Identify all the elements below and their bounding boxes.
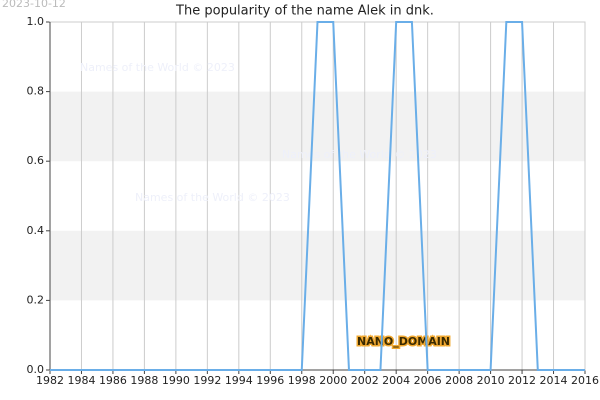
x-tick-label: 2012 (508, 374, 536, 387)
watermark: Names of the World © 2023 (135, 191, 290, 204)
x-tick-label: 2006 (414, 374, 442, 387)
y-tick-label: 0.0 (27, 363, 45, 376)
watermark: Names of the World © 2023 (282, 148, 437, 161)
line (50, 21, 585, 371)
x-tick-label: 2010 (477, 374, 505, 387)
x-tick-label: 1990 (162, 374, 190, 387)
chart-title: The popularity of the name Alek in dnk. (175, 4, 434, 19)
x-tick-label: 2000 (319, 374, 347, 387)
y-tick-label: 0.6 (27, 154, 45, 167)
x-tick-label: 1988 (130, 374, 158, 387)
grid-band (50, 91, 585, 162)
y-tick-label: 0.2 (27, 293, 45, 306)
x-tick-label: 1996 (256, 374, 284, 387)
grid-band (50, 230, 585, 301)
y-tick-label: 0.8 (27, 85, 45, 98)
x-tick-label: 1986 (99, 374, 127, 387)
domain-label: NANO_DOMAIN (357, 335, 450, 348)
x-tick-label: 1998 (288, 374, 316, 387)
x-tick-label: 2014 (540, 374, 568, 387)
x-tick-label: 2008 (445, 374, 473, 387)
watermark: Names of the World © 2023 (80, 61, 235, 74)
x-tick-label: 1994 (225, 374, 253, 387)
x-tick-label: 2004 (382, 374, 410, 387)
y-tick-label: 1.0 (27, 15, 45, 28)
x-tick-label: 1984 (67, 374, 95, 387)
date-stamp: 2023-10-12 (2, 0, 66, 10)
x-tick-label: 1982 (36, 374, 64, 387)
y-tick-label: 0.4 (27, 224, 45, 237)
x-tick-label: 1992 (193, 374, 221, 387)
x-tick-label: 2002 (351, 374, 379, 387)
x-tick-label: 2016 (571, 374, 599, 387)
